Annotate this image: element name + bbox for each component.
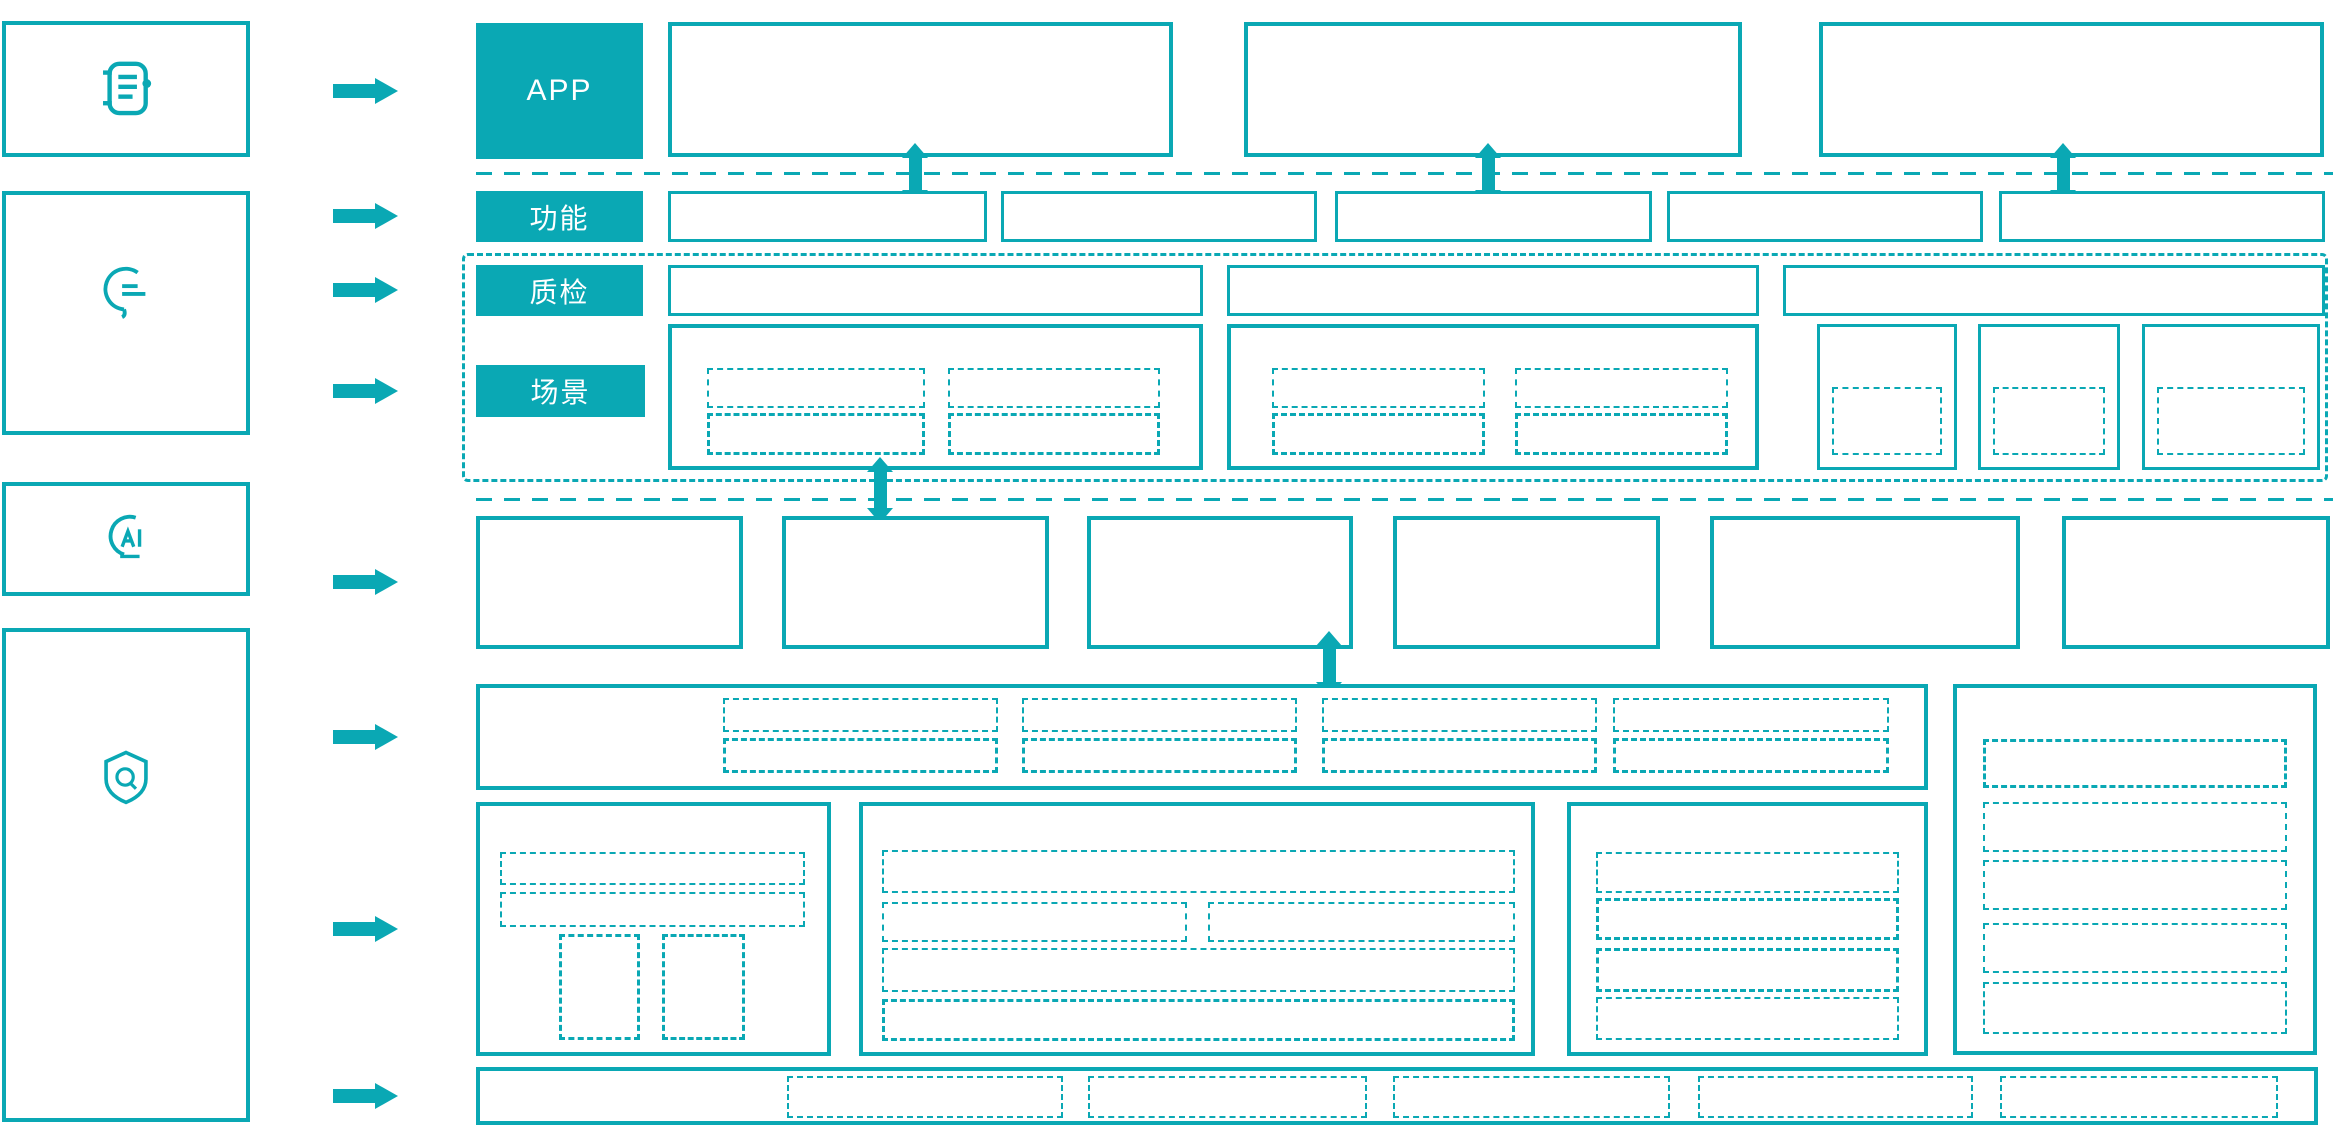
detail-row	[500, 852, 805, 885]
app-box-2	[1244, 22, 1742, 157]
detail-box-1	[476, 802, 831, 1056]
function-label-box: 功能	[476, 191, 643, 242]
left-box-4	[2, 628, 250, 1122]
shield-q-icon	[6, 632, 246, 922]
function-label: 功能	[529, 202, 590, 234]
flow-arrow-function	[333, 203, 398, 229]
flow-arrow-pipeline-bar	[333, 724, 398, 750]
detail-row	[1596, 997, 1899, 1040]
bottom-bar-item-3	[1393, 1076, 1670, 1118]
module-box-4	[1393, 516, 1660, 649]
pipeline-item	[1613, 738, 1889, 773]
bottom-bar-item-4	[1698, 1076, 1973, 1118]
flow-arrow-quality	[333, 277, 398, 303]
pipeline-item	[723, 738, 998, 773]
scene-sub-item	[948, 368, 1160, 408]
scene-label: 场景	[530, 377, 591, 408]
ai-head-icon	[6, 486, 246, 592]
quality-label-box: 质检	[476, 265, 643, 316]
detail-row	[882, 850, 1515, 893]
function-box-4	[1667, 191, 1983, 242]
function-box-5	[1999, 191, 2325, 242]
detail-box-2	[859, 802, 1535, 1056]
scene-sub-item	[1272, 413, 1485, 455]
side-panel-row-5	[1983, 982, 2287, 1034]
pipeline-item	[1613, 698, 1889, 732]
side-panel-row-4	[1983, 923, 2287, 973]
app-label-box: APP	[476, 23, 643, 159]
scene-sub-item	[1832, 387, 1942, 455]
detail-cell	[559, 934, 640, 1040]
connector-arrow-4	[867, 457, 893, 523]
pipeline-item	[1022, 738, 1297, 773]
detail-row	[500, 892, 805, 927]
ai-brain-icon	[6, 195, 246, 385]
module-box-5	[1710, 516, 2020, 649]
scene-sub-item	[2157, 387, 2305, 455]
scene-small-box-1	[1817, 324, 1957, 470]
scene-sub-item	[707, 413, 925, 455]
flow-arrow-detail-band	[333, 916, 398, 942]
detail-row	[882, 902, 1187, 942]
scene-small-box-3	[2142, 324, 2320, 470]
scene-sub-item	[1515, 413, 1728, 455]
scene-sub-item	[1993, 387, 2105, 455]
scene-sub-item	[1515, 368, 1728, 408]
flow-arrow-middle-row	[333, 569, 398, 595]
detail-row	[882, 999, 1515, 1041]
scene-box-2	[1227, 324, 1759, 470]
side-panel-row-2	[1983, 802, 2287, 852]
left-box-3	[2, 482, 250, 596]
quality-box-3	[1783, 265, 2325, 316]
function-box-3	[1335, 191, 1652, 242]
detail-row	[1596, 852, 1899, 893]
pipeline-item	[1022, 698, 1297, 732]
left-box-2	[2, 191, 250, 435]
detail-box-3	[1567, 802, 1928, 1056]
detail-row	[882, 948, 1515, 992]
quality-label: 质检	[529, 276, 590, 308]
detail-cell	[662, 934, 745, 1040]
function-box-1	[668, 191, 987, 242]
app-label: APP	[526, 74, 593, 107]
app-box-1	[668, 22, 1173, 157]
app-box-3	[1819, 22, 2324, 157]
scene-label-box: 场景	[476, 365, 645, 417]
scene-sub-item	[948, 413, 1160, 455]
detail-row	[1596, 898, 1899, 940]
module-box-2	[782, 516, 1049, 649]
divider-dashed-2	[476, 498, 2333, 501]
bottom-bar-item-2	[1088, 1076, 1367, 1118]
left-box-1	[2, 21, 250, 157]
side-panel-row-1	[1983, 739, 2287, 788]
quality-box-2	[1227, 265, 1759, 316]
module-box-3	[1087, 516, 1353, 649]
quality-box-1	[668, 265, 1203, 316]
module-box-6	[2062, 516, 2330, 649]
quality-scene-group	[462, 253, 2328, 482]
flow-arrow-scene	[333, 378, 398, 404]
bottom-bar-item-1	[787, 1076, 1063, 1118]
pipeline-item	[723, 698, 998, 732]
side-panel-row-3	[1983, 860, 2287, 910]
flow-arrow-app	[333, 78, 398, 104]
function-box-2	[1001, 191, 1317, 242]
side-panel	[1953, 684, 2317, 1055]
module-box-1	[476, 516, 743, 649]
pipeline-item	[1322, 698, 1597, 732]
pipeline-item	[1322, 738, 1597, 773]
scene-box-1	[668, 324, 1203, 470]
divider-dashed-1	[476, 172, 2333, 175]
bottom-bar-item-5	[2000, 1076, 2278, 1118]
detail-row	[1596, 948, 1899, 992]
detail-row	[1208, 902, 1515, 942]
flow-arrow-bottom-bar	[333, 1083, 398, 1109]
scene-sub-item	[707, 368, 925, 408]
scene-sub-item	[1272, 368, 1485, 408]
document-list-icon	[6, 25, 246, 153]
scene-small-box-2	[1978, 324, 2120, 470]
